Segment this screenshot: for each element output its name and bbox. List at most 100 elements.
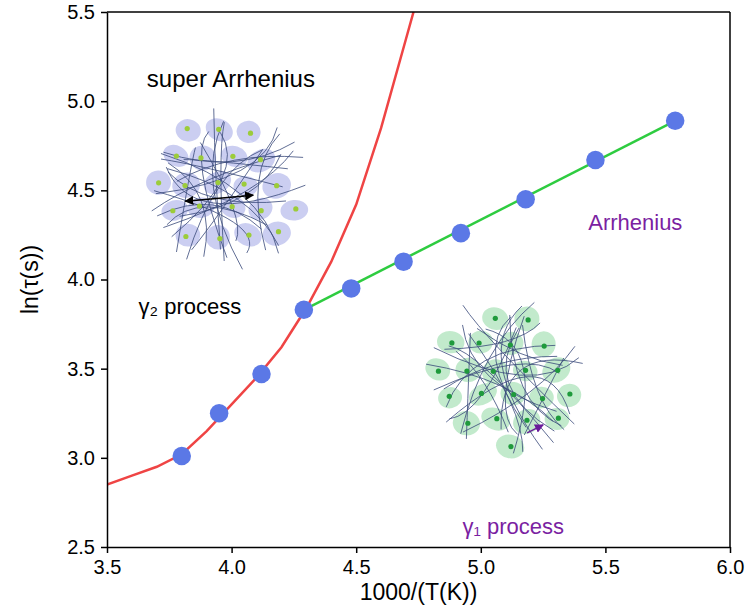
annotation: super Arrhenius <box>147 65 315 92</box>
fiber <box>449 327 516 418</box>
nucleus <box>185 126 190 131</box>
nucleus <box>508 342 513 347</box>
x-tick: 3.5 <box>94 547 122 578</box>
y-tick-label: 3.5 <box>67 358 95 380</box>
y-tick-mark <box>101 547 107 549</box>
fiber <box>187 150 263 259</box>
x-tick: 5.5 <box>592 547 620 578</box>
cell <box>422 354 454 385</box>
arrow <box>185 195 253 201</box>
y-tick: 4.5 <box>67 179 107 201</box>
nucleus <box>494 416 499 421</box>
fiber <box>172 132 228 236</box>
nucleus <box>156 180 161 185</box>
annotation: γ₁ process <box>462 514 564 539</box>
nucleus <box>465 421 470 426</box>
nucleus <box>182 183 187 188</box>
illustration <box>422 302 586 461</box>
fiber <box>449 346 554 443</box>
data-point <box>342 279 361 298</box>
cell <box>236 120 262 144</box>
y-tick: 5.5 <box>67 1 107 23</box>
y-axis-title: ln(τ(s)) <box>17 245 43 314</box>
cell <box>553 380 586 412</box>
cell <box>202 114 237 146</box>
nucleus <box>216 127 221 132</box>
frame <box>729 12 731 547</box>
fiber <box>156 127 277 193</box>
nucleus <box>274 183 279 188</box>
data-point <box>252 365 271 384</box>
fit-line <box>107 12 414 485</box>
nucleus <box>540 396 545 401</box>
nucleus <box>258 157 263 162</box>
fiber <box>501 360 583 429</box>
chart: 3.54.04.55.05.56.02.53.03.54.04.55.05.51… <box>0 0 754 610</box>
cell <box>279 199 309 222</box>
annotation: γ₂ process <box>139 294 242 319</box>
y-tick-mark <box>101 190 107 192</box>
nucleus <box>479 391 484 396</box>
plot-area <box>107 12 684 485</box>
x-tick: 6.0 <box>717 547 745 578</box>
fiber <box>180 154 281 216</box>
arrow <box>527 425 543 433</box>
frame <box>107 11 730 13</box>
y-tick: 4.0 <box>67 268 107 290</box>
cell <box>530 330 557 359</box>
y-tick-mark <box>101 368 107 370</box>
y-axis: 2.53.03.54.04.55.05.5 <box>67 1 107 558</box>
x-tick-mark <box>481 547 483 553</box>
x-tick-mark <box>730 547 732 553</box>
illustration <box>144 108 309 269</box>
data-point <box>210 404 229 423</box>
y-tick-mark <box>101 458 107 460</box>
fiber <box>463 346 575 432</box>
nucleus <box>197 203 202 208</box>
nucleus <box>556 416 561 421</box>
nucleus <box>217 236 222 241</box>
nucleus <box>523 368 528 373</box>
nucleus <box>241 182 246 187</box>
fiber <box>161 154 279 254</box>
nucleus <box>526 317 531 322</box>
nucleus <box>259 208 264 213</box>
nucleus <box>464 368 469 373</box>
nucleus <box>542 344 547 349</box>
cell <box>538 352 575 387</box>
y-tick: 2.5 <box>67 536 107 558</box>
annotation: Arrhenius <box>588 210 682 235</box>
nucleus <box>170 208 175 213</box>
nucleus <box>493 316 498 321</box>
x-tick-mark <box>605 547 607 553</box>
x-tick-label: 5.5 <box>592 556 620 578</box>
data-point <box>394 252 413 271</box>
y-tick-mark <box>101 12 107 14</box>
cell <box>479 304 511 333</box>
x-tick: 4.0 <box>218 547 246 578</box>
x-axis-line <box>108 547 731 549</box>
nucleus <box>567 391 572 396</box>
nucleus <box>508 444 513 449</box>
x-axis: 3.54.04.55.05.56.0 <box>94 547 745 578</box>
data-point <box>452 224 471 243</box>
cell <box>259 169 295 203</box>
cell <box>159 140 192 171</box>
y-tick-label: 5.5 <box>67 1 95 23</box>
nucleus <box>293 206 298 211</box>
cell <box>260 219 293 249</box>
x-tick: 5.0 <box>467 547 495 578</box>
nucleus <box>248 131 253 136</box>
nucleus <box>276 229 281 234</box>
cell <box>174 117 203 144</box>
y-tick: 3.5 <box>67 358 107 380</box>
y-tick-label: 2.5 <box>67 536 95 558</box>
nucleus <box>198 155 203 160</box>
y-tick: 5.0 <box>67 90 107 112</box>
x-tick-label: 3.5 <box>94 556 122 578</box>
fiber <box>163 142 294 162</box>
nucleus <box>230 204 235 209</box>
cell <box>436 385 464 411</box>
x-axis-title: 1000/(T(K)) <box>360 579 478 605</box>
x-tick-label: 4.0 <box>218 556 246 578</box>
